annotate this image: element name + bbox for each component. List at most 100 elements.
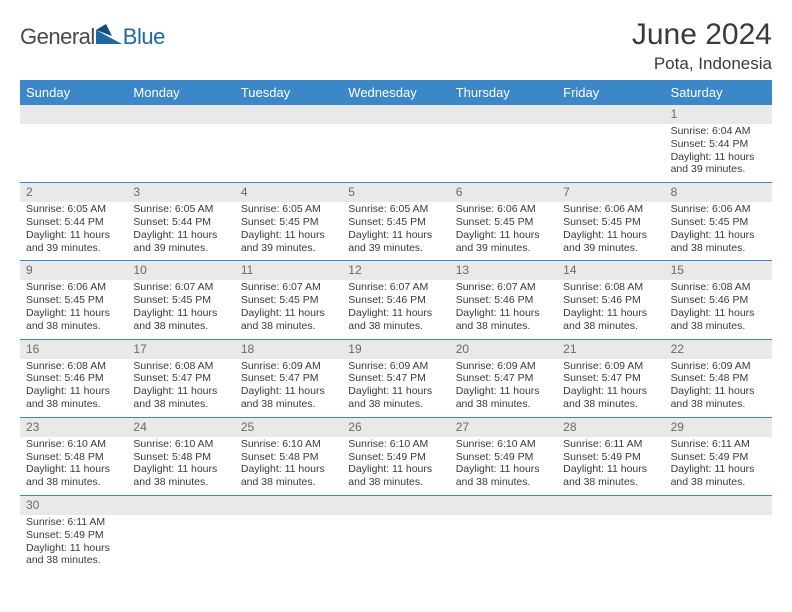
daynum-strip: 2345678	[20, 183, 772, 202]
daylight-text-1: Daylight: 11 hours	[26, 229, 121, 242]
daylight-text-1: Daylight: 11 hours	[348, 463, 443, 476]
sunset-text: Sunset: 5:48 PM	[26, 451, 121, 464]
sunrise-text: Sunrise: 6:10 AM	[348, 438, 443, 451]
sunset-text: Sunset: 5:49 PM	[671, 451, 766, 464]
sunrise-text: Sunrise: 6:05 AM	[241, 203, 336, 216]
daylight-text-2: and 38 minutes.	[241, 476, 336, 489]
day-number	[127, 105, 234, 124]
day-number: 13	[450, 261, 557, 280]
daynum-strip: 23242526272829	[20, 418, 772, 437]
sunrise-text: Sunrise: 6:11 AM	[26, 516, 121, 529]
daylight-text-2: and 38 minutes.	[26, 398, 121, 411]
daylight-text-2: and 38 minutes.	[671, 398, 766, 411]
sunrise-text: Sunrise: 6:10 AM	[133, 438, 228, 451]
sunset-text: Sunset: 5:47 PM	[241, 372, 336, 385]
day-detail: Sunrise: 6:10 AMSunset: 5:48 PMDaylight:…	[20, 437, 127, 495]
day-detail	[450, 515, 557, 573]
daynum-strip: 9101112131415	[20, 261, 772, 280]
location-label: Pota, Indonesia	[632, 54, 772, 74]
daylight-text-1: Daylight: 11 hours	[348, 229, 443, 242]
day-number: 21	[557, 340, 664, 359]
daynum-strip: 16171819202122	[20, 340, 772, 359]
sunset-text: Sunset: 5:45 PM	[241, 294, 336, 307]
day-detail: Sunrise: 6:07 AMSunset: 5:46 PMDaylight:…	[342, 280, 449, 338]
sunrise-text: Sunrise: 6:09 AM	[563, 360, 658, 373]
daylight-text-2: and 38 minutes.	[563, 320, 658, 333]
day-detail: Sunrise: 6:07 AMSunset: 5:45 PMDaylight:…	[235, 280, 342, 338]
daylight-text-1: Daylight: 11 hours	[241, 385, 336, 398]
daylight-text-1: Daylight: 11 hours	[133, 463, 228, 476]
daylight-text-1: Daylight: 11 hours	[671, 151, 766, 164]
sunrise-text: Sunrise: 6:05 AM	[133, 203, 228, 216]
daylight-text-1: Daylight: 11 hours	[456, 385, 551, 398]
sunset-text: Sunset: 5:49 PM	[26, 529, 121, 542]
sunrise-text: Sunrise: 6:07 AM	[133, 281, 228, 294]
sunrise-text: Sunrise: 6:09 AM	[241, 360, 336, 373]
sunset-text: Sunset: 5:46 PM	[671, 294, 766, 307]
sunset-text: Sunset: 5:47 PM	[456, 372, 551, 385]
details-row: Sunrise: 6:08 AMSunset: 5:46 PMDaylight:…	[20, 359, 772, 417]
sunset-text: Sunset: 5:45 PM	[241, 216, 336, 229]
day-detail	[235, 515, 342, 573]
sunset-text: Sunset: 5:45 PM	[456, 216, 551, 229]
day-detail: Sunrise: 6:08 AMSunset: 5:46 PMDaylight:…	[557, 280, 664, 338]
daylight-text-1: Daylight: 11 hours	[26, 463, 121, 476]
sunrise-text: Sunrise: 6:10 AM	[241, 438, 336, 451]
daylight-text-2: and 38 minutes.	[133, 476, 228, 489]
day-detail	[342, 515, 449, 573]
daylight-text-2: and 38 minutes.	[671, 242, 766, 255]
daylight-text-2: and 39 minutes.	[26, 242, 121, 255]
day-detail: Sunrise: 6:10 AMSunset: 5:49 PMDaylight:…	[342, 437, 449, 495]
day-detail: Sunrise: 6:07 AMSunset: 5:46 PMDaylight:…	[450, 280, 557, 338]
daylight-text-1: Daylight: 11 hours	[26, 385, 121, 398]
daylight-text-2: and 39 minutes.	[456, 242, 551, 255]
sunset-text: Sunset: 5:45 PM	[26, 294, 121, 307]
day-detail: Sunrise: 6:11 AMSunset: 5:49 PMDaylight:…	[20, 515, 127, 573]
day-detail: Sunrise: 6:11 AMSunset: 5:49 PMDaylight:…	[557, 437, 664, 495]
daylight-text-1: Daylight: 11 hours	[563, 385, 658, 398]
day-number: 28	[557, 418, 664, 437]
dow-cell: Wednesday	[342, 80, 449, 105]
daylight-text-1: Daylight: 11 hours	[133, 229, 228, 242]
sunrise-text: Sunrise: 6:08 AM	[133, 360, 228, 373]
daylight-text-2: and 38 minutes.	[671, 476, 766, 489]
day-detail: Sunrise: 6:04 AMSunset: 5:44 PMDaylight:…	[665, 124, 772, 182]
day-detail: Sunrise: 6:05 AMSunset: 5:45 PMDaylight:…	[342, 202, 449, 260]
day-detail: Sunrise: 6:05 AMSunset: 5:44 PMDaylight:…	[127, 202, 234, 260]
details-row: Sunrise: 6:04 AMSunset: 5:44 PMDaylight:…	[20, 124, 772, 182]
day-number	[127, 496, 234, 515]
day-number: 23	[20, 418, 127, 437]
sunset-text: Sunset: 5:46 PM	[456, 294, 551, 307]
day-detail: Sunrise: 6:08 AMSunset: 5:47 PMDaylight:…	[127, 359, 234, 417]
sunrise-text: Sunrise: 6:11 AM	[671, 438, 766, 451]
calendar-grid: SundayMondayTuesdayWednesdayThursdayFrid…	[20, 80, 772, 573]
day-number: 22	[665, 340, 772, 359]
day-detail: Sunrise: 6:06 AMSunset: 5:45 PMDaylight:…	[450, 202, 557, 260]
day-detail: Sunrise: 6:10 AMSunset: 5:49 PMDaylight:…	[450, 437, 557, 495]
day-number: 26	[342, 418, 449, 437]
sunset-text: Sunset: 5:47 PM	[348, 372, 443, 385]
sunset-text: Sunset: 5:46 PM	[26, 372, 121, 385]
daylight-text-2: and 39 minutes.	[671, 163, 766, 176]
daylight-text-1: Daylight: 11 hours	[241, 463, 336, 476]
page-header: General Blue June 2024 Pota, Indonesia	[20, 18, 772, 74]
daylight-text-2: and 38 minutes.	[456, 398, 551, 411]
day-detail: Sunrise: 6:09 AMSunset: 5:47 PMDaylight:…	[450, 359, 557, 417]
sunrise-text: Sunrise: 6:07 AM	[348, 281, 443, 294]
brand-general: General	[20, 24, 95, 50]
sunrise-text: Sunrise: 6:06 AM	[671, 203, 766, 216]
day-detail	[557, 515, 664, 573]
daylight-text-2: and 38 minutes.	[563, 476, 658, 489]
day-number: 30	[20, 496, 127, 515]
details-row: Sunrise: 6:05 AMSunset: 5:44 PMDaylight:…	[20, 202, 772, 260]
sunset-text: Sunset: 5:48 PM	[671, 372, 766, 385]
dow-cell: Saturday	[665, 80, 772, 105]
month-title: June 2024	[632, 18, 772, 52]
sunset-text: Sunset: 5:44 PM	[133, 216, 228, 229]
daylight-text-2: and 38 minutes.	[133, 320, 228, 333]
sunrise-text: Sunrise: 6:06 AM	[563, 203, 658, 216]
daylight-text-1: Daylight: 11 hours	[348, 307, 443, 320]
brand-logo: General Blue	[20, 24, 165, 50]
daylight-text-1: Daylight: 11 hours	[348, 385, 443, 398]
sunset-text: Sunset: 5:47 PM	[133, 372, 228, 385]
